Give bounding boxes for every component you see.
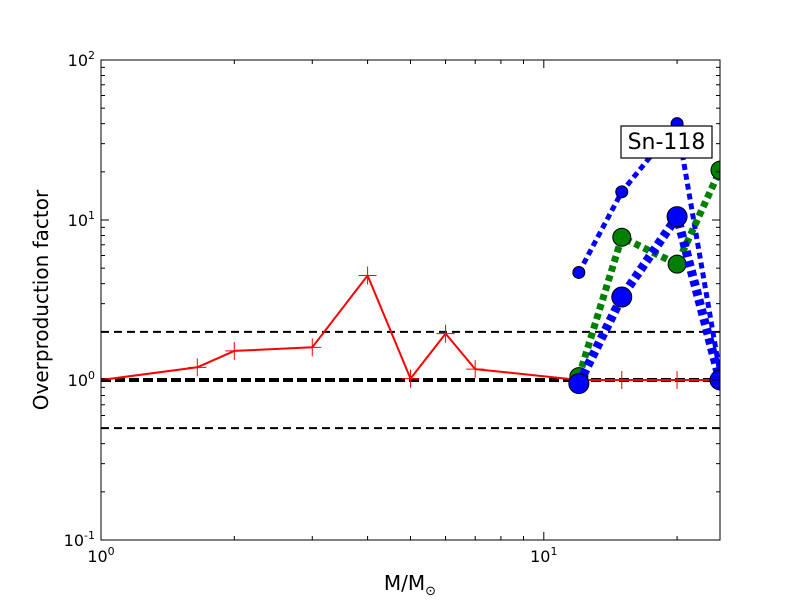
series-layer xyxy=(101,117,720,395)
series-line xyxy=(575,168,720,378)
tick-exponent: 2 xyxy=(88,49,95,62)
x-axis-label-subscript: ⊙ xyxy=(425,584,436,599)
tick-base: 10 xyxy=(68,371,88,390)
y-tick-label: 10-1 xyxy=(64,529,95,550)
data-point xyxy=(358,266,377,285)
data-point xyxy=(710,160,720,180)
series-line xyxy=(101,274,720,381)
data-point xyxy=(611,286,633,308)
data-point xyxy=(568,373,590,395)
x-axis-label: M/M⊙ xyxy=(384,571,436,599)
annotation-box: Sn-118 xyxy=(620,125,713,159)
tick-base: 10 xyxy=(68,211,88,230)
tick-exponent: 1 xyxy=(88,209,95,222)
data-point xyxy=(572,265,586,279)
data-point xyxy=(666,206,688,228)
data-point xyxy=(401,369,420,388)
tick-exponent: 0 xyxy=(108,545,115,558)
y-axis-label: Overproduction factor xyxy=(29,189,53,410)
x-tick-label: 101 xyxy=(530,545,557,566)
tick-exponent: -1 xyxy=(84,529,95,542)
data-point xyxy=(436,324,455,343)
x-axis-label-main: M/M xyxy=(384,571,425,595)
y-tick-label: 101 xyxy=(68,209,95,230)
data-point xyxy=(466,360,485,379)
series-3 xyxy=(568,206,720,395)
data-point xyxy=(303,338,322,357)
series-0 xyxy=(101,266,720,389)
y-tick-label: 102 xyxy=(68,49,95,70)
tick-exponent: 0 xyxy=(88,369,95,382)
y-tick-label: 100 xyxy=(68,369,95,390)
data-point xyxy=(225,341,244,360)
data-point xyxy=(188,358,207,377)
x-tick-label: 100 xyxy=(87,545,114,566)
annotation-label: Sn-118 xyxy=(628,130,706,155)
data-point xyxy=(668,371,687,389)
series-line xyxy=(574,212,720,386)
tick-base: 10 xyxy=(530,547,550,566)
data-point xyxy=(612,371,631,389)
tick-exponent: 1 xyxy=(550,545,557,558)
tick-base: 10 xyxy=(64,531,84,550)
data-point xyxy=(615,185,629,199)
annotation-frame xyxy=(620,125,713,159)
tick-base: 10 xyxy=(87,547,107,566)
tick-base: 10 xyxy=(68,51,88,70)
data-point xyxy=(612,227,632,247)
